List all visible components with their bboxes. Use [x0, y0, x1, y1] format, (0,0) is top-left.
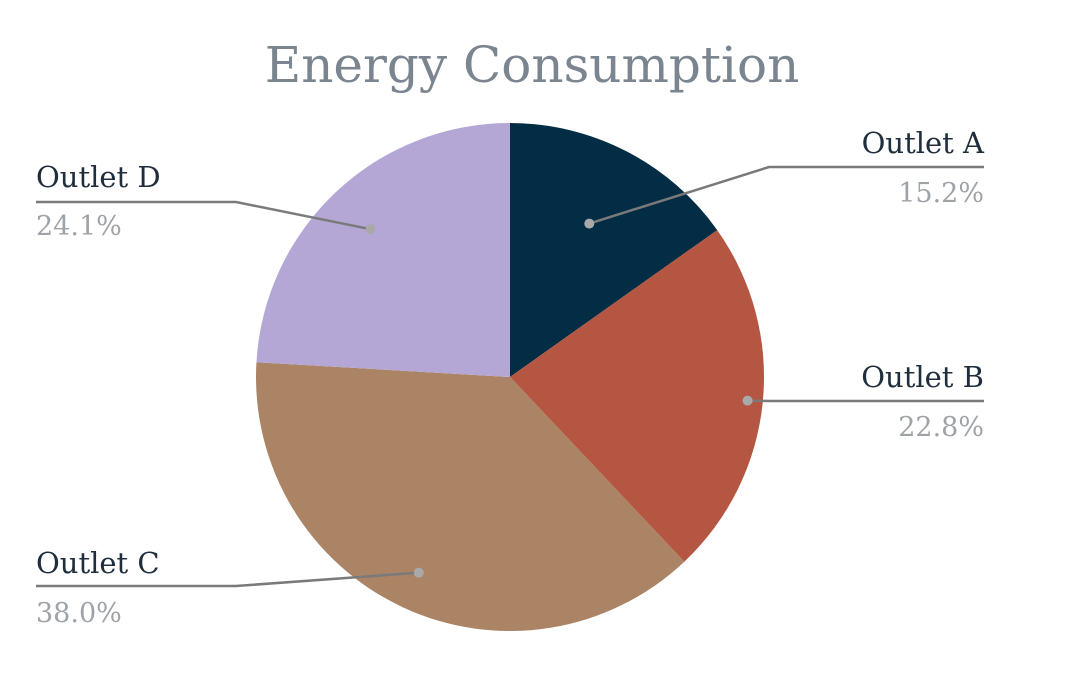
pie-slice-outlet-a [510, 123, 718, 377]
chart-title: Energy Consumption [265, 36, 800, 94]
slice-value-label: 15.2% [898, 178, 984, 209]
leader-line [588, 165, 984, 225]
slice-value-label: 22.8% [898, 412, 984, 443]
pie-slice-outlet-b [510, 230, 764, 562]
leader-line [36, 200, 371, 231]
slice-labels: Outlet A 15.2% Outlet B 22.8% Outlet C 38.0% O… [36, 126, 985, 629]
slice-label: Outlet D [36, 160, 161, 194]
pie-slice-outlet-c [256, 362, 685, 631]
slice-label: Outlet B [861, 360, 984, 394]
slice-value-label: 38.0% [36, 598, 122, 629]
slice-value-label: 24.1% [36, 211, 122, 242]
pie-slices [256, 123, 764, 631]
leader-dot [365, 224, 376, 235]
leader-dot [584, 218, 595, 229]
leader-line [36, 571, 419, 588]
slice-label: Outlet C [36, 546, 160, 580]
slice-label: Outlet A [862, 126, 985, 160]
pie-slice-outlet-d [256, 123, 510, 377]
leader-dot [742, 395, 753, 406]
leader-dot [413, 567, 424, 578]
